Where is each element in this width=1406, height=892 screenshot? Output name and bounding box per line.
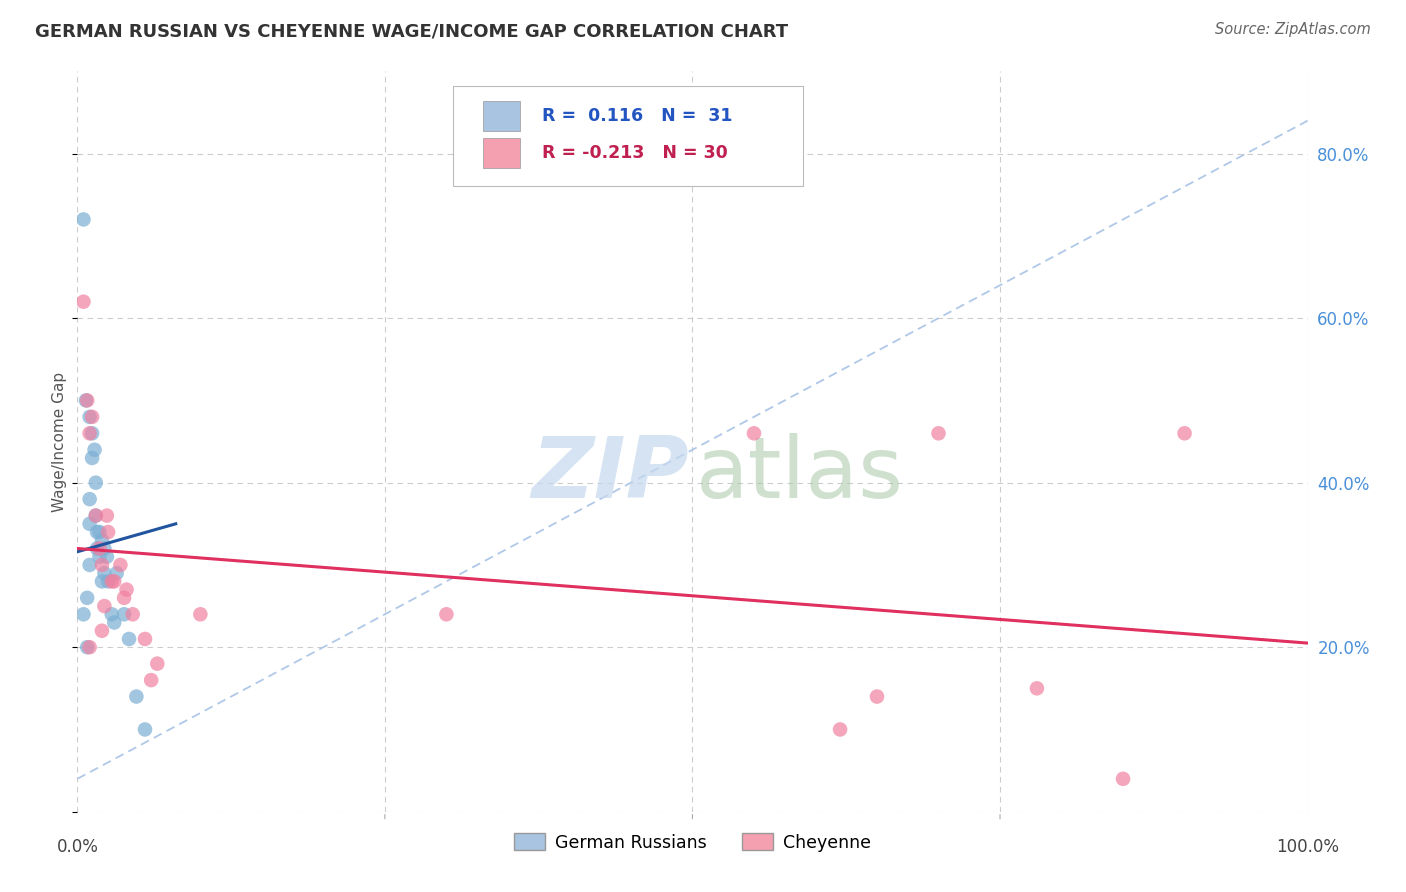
Point xyxy=(89,541,111,556)
Text: ZIP: ZIP xyxy=(531,434,689,516)
Text: GERMAN RUSSIAN VS CHEYENNE WAGE/INCOME GAP CORRELATION CHART: GERMAN RUSSIAN VS CHEYENNE WAGE/INCOME G… xyxy=(35,22,789,40)
Point xyxy=(134,632,156,646)
Legend: German Russians, Cheyenne: German Russians, Cheyenne xyxy=(506,827,879,859)
Point xyxy=(188,607,212,622)
Point xyxy=(82,450,104,465)
Point xyxy=(125,690,148,704)
Point xyxy=(1112,772,1135,786)
Point xyxy=(76,591,98,605)
Point xyxy=(121,607,143,622)
Y-axis label: Wage/Income Gap: Wage/Income Gap xyxy=(52,371,66,512)
Point xyxy=(86,541,108,556)
Point xyxy=(84,508,107,523)
Text: R = -0.213   N = 30: R = -0.213 N = 30 xyxy=(543,144,728,161)
Point xyxy=(82,409,104,424)
Point xyxy=(86,524,108,539)
Text: atlas: atlas xyxy=(696,434,904,516)
Point xyxy=(79,492,101,507)
Text: 100.0%: 100.0% xyxy=(1277,838,1339,856)
Point xyxy=(89,549,111,564)
Point xyxy=(79,516,101,531)
Point xyxy=(72,212,94,227)
Point xyxy=(103,574,125,589)
Point xyxy=(101,607,124,622)
Point xyxy=(115,582,138,597)
Point xyxy=(1174,426,1197,441)
Point xyxy=(93,541,115,556)
Point xyxy=(79,426,101,441)
Point xyxy=(72,294,94,309)
Point xyxy=(110,558,132,572)
FancyBboxPatch shape xyxy=(453,87,803,186)
Point xyxy=(118,632,141,646)
Point xyxy=(134,723,156,737)
Point xyxy=(112,607,135,622)
Point xyxy=(96,508,118,523)
Text: 0.0%: 0.0% xyxy=(56,838,98,856)
Text: R =  0.116   N =  31: R = 0.116 N = 31 xyxy=(543,107,733,125)
Point xyxy=(90,533,114,548)
Point xyxy=(103,615,125,630)
Point xyxy=(76,640,98,655)
Point xyxy=(146,657,169,671)
Point xyxy=(1026,681,1049,696)
Point xyxy=(105,566,128,581)
Point xyxy=(75,393,97,408)
Point xyxy=(90,558,114,572)
Point xyxy=(97,524,120,539)
Point xyxy=(112,591,135,605)
Point xyxy=(84,475,107,490)
Text: Source: ZipAtlas.com: Source: ZipAtlas.com xyxy=(1215,22,1371,37)
Point xyxy=(84,508,107,523)
Point xyxy=(76,393,98,408)
Point xyxy=(82,426,104,441)
Bar xyxy=(484,101,520,130)
Point xyxy=(830,723,852,737)
Point xyxy=(742,426,765,441)
Point xyxy=(96,549,118,564)
Point xyxy=(83,442,105,457)
Point xyxy=(866,690,889,704)
Point xyxy=(90,624,114,638)
Bar xyxy=(484,138,520,168)
Point xyxy=(89,524,111,539)
Point xyxy=(93,599,115,613)
Point xyxy=(79,409,101,424)
Point xyxy=(97,574,120,589)
Point xyxy=(101,574,124,589)
Point xyxy=(141,673,163,687)
Point xyxy=(436,607,458,622)
Point xyxy=(90,574,114,589)
Point xyxy=(79,558,101,572)
Point xyxy=(72,607,94,622)
Point xyxy=(79,640,101,655)
Point xyxy=(928,426,950,441)
Point xyxy=(93,566,115,581)
